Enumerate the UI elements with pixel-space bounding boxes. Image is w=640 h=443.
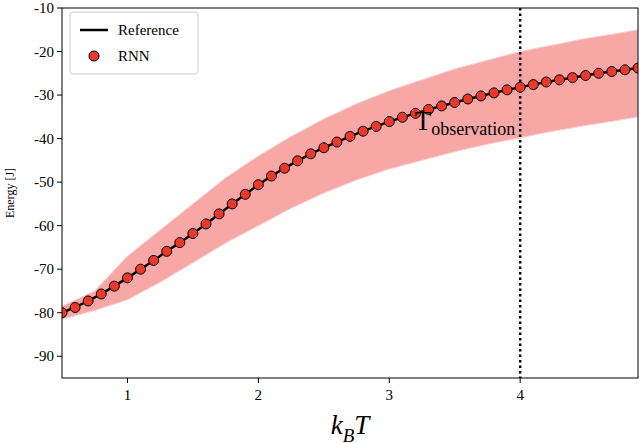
rnn-point bbox=[620, 65, 630, 75]
rnn-point bbox=[293, 156, 303, 166]
rnn-point bbox=[384, 117, 394, 127]
y-axis-label: Energy [J] bbox=[3, 168, 17, 218]
y-tick-label: -70 bbox=[34, 261, 54, 277]
y-tick-label: -60 bbox=[34, 218, 54, 234]
rnn-point bbox=[280, 163, 290, 173]
reference-line bbox=[62, 68, 638, 313]
rnn-point bbox=[541, 77, 551, 87]
rnn-point bbox=[149, 255, 159, 265]
rnn-point bbox=[227, 199, 237, 209]
x-tick bbox=[389, 378, 390, 383]
y-tick bbox=[57, 138, 62, 139]
rnn-point bbox=[554, 75, 564, 85]
y-tick bbox=[57, 95, 62, 96]
rnn-point bbox=[188, 228, 198, 238]
rnn-point bbox=[332, 137, 342, 147]
rnn-point bbox=[371, 121, 381, 131]
x-tick-label: 4 bbox=[516, 387, 524, 403]
plot-frame bbox=[62, 8, 638, 378]
annotation-label: Tobservation bbox=[415, 106, 515, 139]
rnn-point bbox=[437, 101, 447, 111]
rnn-point bbox=[201, 219, 211, 229]
x-axis-label: kBT bbox=[331, 410, 372, 443]
y-tick bbox=[57, 356, 62, 357]
x-tick-label: 1 bbox=[124, 387, 132, 403]
y-tick-label: -80 bbox=[34, 305, 54, 321]
rnn-point bbox=[515, 82, 525, 92]
rnn-point bbox=[502, 85, 512, 95]
x-label-suffix: T bbox=[354, 410, 371, 440]
rnn-point bbox=[607, 67, 617, 77]
rnn-point bbox=[476, 91, 486, 101]
x-tick-label: 2 bbox=[255, 387, 263, 403]
y-tick bbox=[57, 269, 62, 270]
rnn-point bbox=[345, 131, 355, 141]
rnn-point bbox=[358, 126, 368, 136]
rnn-point bbox=[397, 112, 407, 122]
rnn-point bbox=[568, 73, 578, 83]
rnn-point bbox=[240, 189, 250, 199]
x-tick bbox=[520, 378, 521, 383]
rnn-point bbox=[266, 171, 276, 181]
rnn-point bbox=[96, 289, 106, 299]
annotation-sub: observation bbox=[431, 119, 515, 139]
y-tick-label: -10 bbox=[34, 0, 54, 16]
legend: Reference RNN bbox=[70, 12, 198, 74]
chart-svg: 1 2 3 4 -90 -80 -70 -60 -50 -40 -30 -20 -10 Energy [J… bbox=[0, 0, 640, 443]
rnn-point bbox=[633, 63, 638, 73]
rnn-point bbox=[136, 264, 146, 274]
rnn-point bbox=[528, 80, 538, 90]
chart-container: 1 2 3 4 -90 -80 -70 -60 -50 -40 -30 -20 -10 Energy [J… bbox=[0, 0, 640, 443]
rnn-point bbox=[450, 97, 460, 107]
y-tick-label: -50 bbox=[34, 174, 54, 190]
legend-box bbox=[70, 12, 198, 74]
x-tick bbox=[258, 378, 259, 383]
y-tick-label: -40 bbox=[34, 131, 54, 147]
rnn-point bbox=[253, 180, 263, 190]
rnn-point bbox=[83, 296, 93, 306]
y-tick bbox=[57, 51, 62, 52]
observation-line bbox=[519, 8, 522, 378]
rnn-point bbox=[70, 302, 80, 312]
y-tick bbox=[57, 182, 62, 183]
legend-label: Reference bbox=[118, 22, 179, 38]
rnn-point bbox=[109, 281, 119, 291]
legend-label: RNN bbox=[118, 48, 150, 64]
plot-area bbox=[62, 8, 638, 378]
y-tick-label: -30 bbox=[34, 87, 54, 103]
annotation-main: T bbox=[415, 106, 432, 136]
y-tick bbox=[57, 8, 62, 9]
y-tick bbox=[57, 225, 62, 226]
rnn-point bbox=[463, 94, 473, 104]
rnn-point bbox=[581, 70, 591, 80]
rnn-point bbox=[162, 246, 172, 256]
rnn-point bbox=[122, 273, 132, 283]
rnn-point bbox=[489, 88, 499, 98]
rnn-point bbox=[594, 68, 604, 78]
rnn-point bbox=[319, 143, 329, 153]
rnn-point bbox=[175, 238, 185, 248]
legend-marker bbox=[89, 51, 99, 61]
x-label-sub: B bbox=[343, 425, 355, 443]
y-tick-label: -20 bbox=[34, 44, 54, 60]
x-tick-label: 3 bbox=[386, 387, 394, 403]
x-tick bbox=[127, 378, 128, 383]
rnn-point bbox=[62, 308, 67, 318]
y-tick-label: -90 bbox=[34, 348, 54, 364]
y-tick bbox=[57, 312, 62, 313]
legend-line bbox=[80, 29, 108, 32]
rnn-point bbox=[306, 149, 316, 159]
rnn-point bbox=[214, 209, 224, 219]
